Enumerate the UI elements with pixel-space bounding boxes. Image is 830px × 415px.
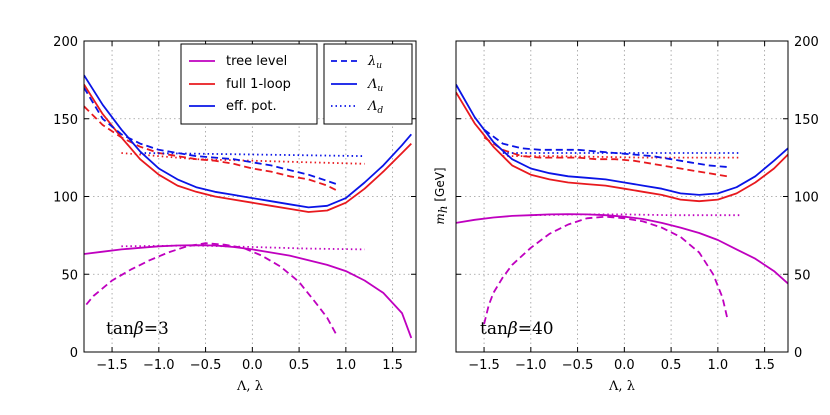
left-annotation-beta: β: [133, 319, 144, 339]
series-line: [483, 136, 728, 178]
legend-label-Lambda-u: Λu: [367, 77, 383, 94]
legend-lambda-u-sub: u: [376, 61, 382, 71]
right-annotation-value: =40: [518, 319, 554, 339]
right-annotation-beta: β: [507, 319, 518, 339]
legend-Lambda-u-sub: u: [377, 84, 383, 94]
legend-colors: tree level full 1-loop eff. pot.: [180, 43, 318, 125]
legend-label-full-1-loop: full 1-loop: [226, 77, 291, 92]
legend-Lambda-d-sub: d: [377, 106, 383, 116]
series-line: [121, 244, 365, 251]
series-line: [84, 105, 337, 192]
right-panel-series: [456, 84, 788, 325]
series-line: [84, 84, 412, 213]
series-line: [456, 84, 788, 196]
y-tick-label: 100: [53, 191, 78, 206]
y-tick-label: 50: [61, 268, 78, 283]
y-tick-label: 100: [794, 191, 819, 206]
x-tick-label: 1.5: [382, 358, 403, 373]
series-line: [84, 242, 338, 336]
right-x-axis-label: Λ, λ: [608, 379, 635, 394]
x-tick-label: −0.5: [190, 358, 222, 373]
legend-Lambda-d-symbol: Λ: [367, 99, 377, 114]
x-tick-label: 1.0: [708, 358, 729, 373]
x-tick-label: −1.0: [143, 358, 175, 373]
y-tick-label: 150: [794, 113, 819, 128]
x-tick-label: 1.5: [754, 358, 775, 373]
y-tick-label: 150: [53, 113, 78, 128]
x-tick-label: 0.5: [661, 358, 682, 373]
series-line: [456, 213, 788, 285]
right-panel: −1.5 −1.0 −0.5 0.0 0.5 1.0 1.5 0 50 100 150 200 Λ, …: [433, 35, 819, 394]
legend-lambda-symbol: λ: [367, 54, 376, 69]
x-tick-label: 1.0: [336, 358, 357, 373]
legend-label-eff-pot: eff. pot.: [226, 99, 277, 114]
right-panel-grid: [456, 40, 788, 353]
series-line: [84, 74, 412, 209]
y-axis-label: mh [GeV]: [433, 167, 450, 224]
series-line: [483, 215, 729, 325]
legend-label-lambda-u: λu: [367, 54, 382, 71]
left-x-axis-label: Λ, λ: [236, 379, 263, 394]
series-line: [84, 87, 337, 185]
y-tick-label: 200: [53, 35, 78, 50]
series-line: [84, 244, 413, 339]
x-tick-label: −1.5: [468, 358, 500, 373]
legend-label-tree-level: tree level: [226, 54, 287, 69]
y-axis-label-sub: h: [436, 205, 450, 213]
series-line: [530, 213, 742, 217]
left-panel-ticks: −1.5 −1.0 −0.5 0.0 0.5 1.0 1.5 0 50 100 150 200: [53, 35, 416, 373]
y-tick-label: 0: [70, 346, 78, 361]
left-panel-series: [84, 74, 413, 339]
right-panel-annotation: tanβ=40: [480, 319, 554, 339]
series-line: [456, 91, 788, 203]
left-panel-annotation: tanβ=3: [106, 319, 169, 339]
x-tick-label: 0.0: [614, 358, 635, 373]
x-tick-label: −0.5: [562, 358, 594, 373]
y-tick-label: 50: [794, 268, 811, 283]
legend-styles: λu Λu Λd: [323, 43, 413, 125]
left-annotation-value: =3: [144, 319, 169, 339]
y-tick-label: 0: [794, 346, 802, 361]
x-tick-label: 0.0: [242, 358, 263, 373]
series-line: [483, 128, 728, 168]
x-tick-label: 0.5: [289, 358, 310, 373]
left-panel: −1.5 −1.0 −0.5 0.0 0.5 1.0 1.5 0 50 100 150 200 Λ, …: [53, 35, 417, 394]
series-line: [121, 152, 365, 165]
legend-label-Lambda-d: Λd: [367, 99, 383, 116]
x-tick-label: −1.0: [515, 358, 547, 373]
y-tick-label: 200: [794, 35, 819, 50]
y-axis-label-m: m: [433, 213, 447, 224]
legend-Lambda-symbol: Λ: [367, 77, 377, 92]
right-annotation-tan: tan: [480, 319, 508, 339]
x-tick-label: −1.5: [96, 358, 128, 373]
right-panel-ticks: −1.5 −1.0 −0.5 0.0 0.5 1.0 1.5 0 50 100 150 200: [456, 35, 819, 373]
y-axis-label-unit: [GeV]: [433, 167, 447, 205]
series-line: [140, 152, 365, 157]
left-annotation-tan: tan: [106, 319, 134, 339]
